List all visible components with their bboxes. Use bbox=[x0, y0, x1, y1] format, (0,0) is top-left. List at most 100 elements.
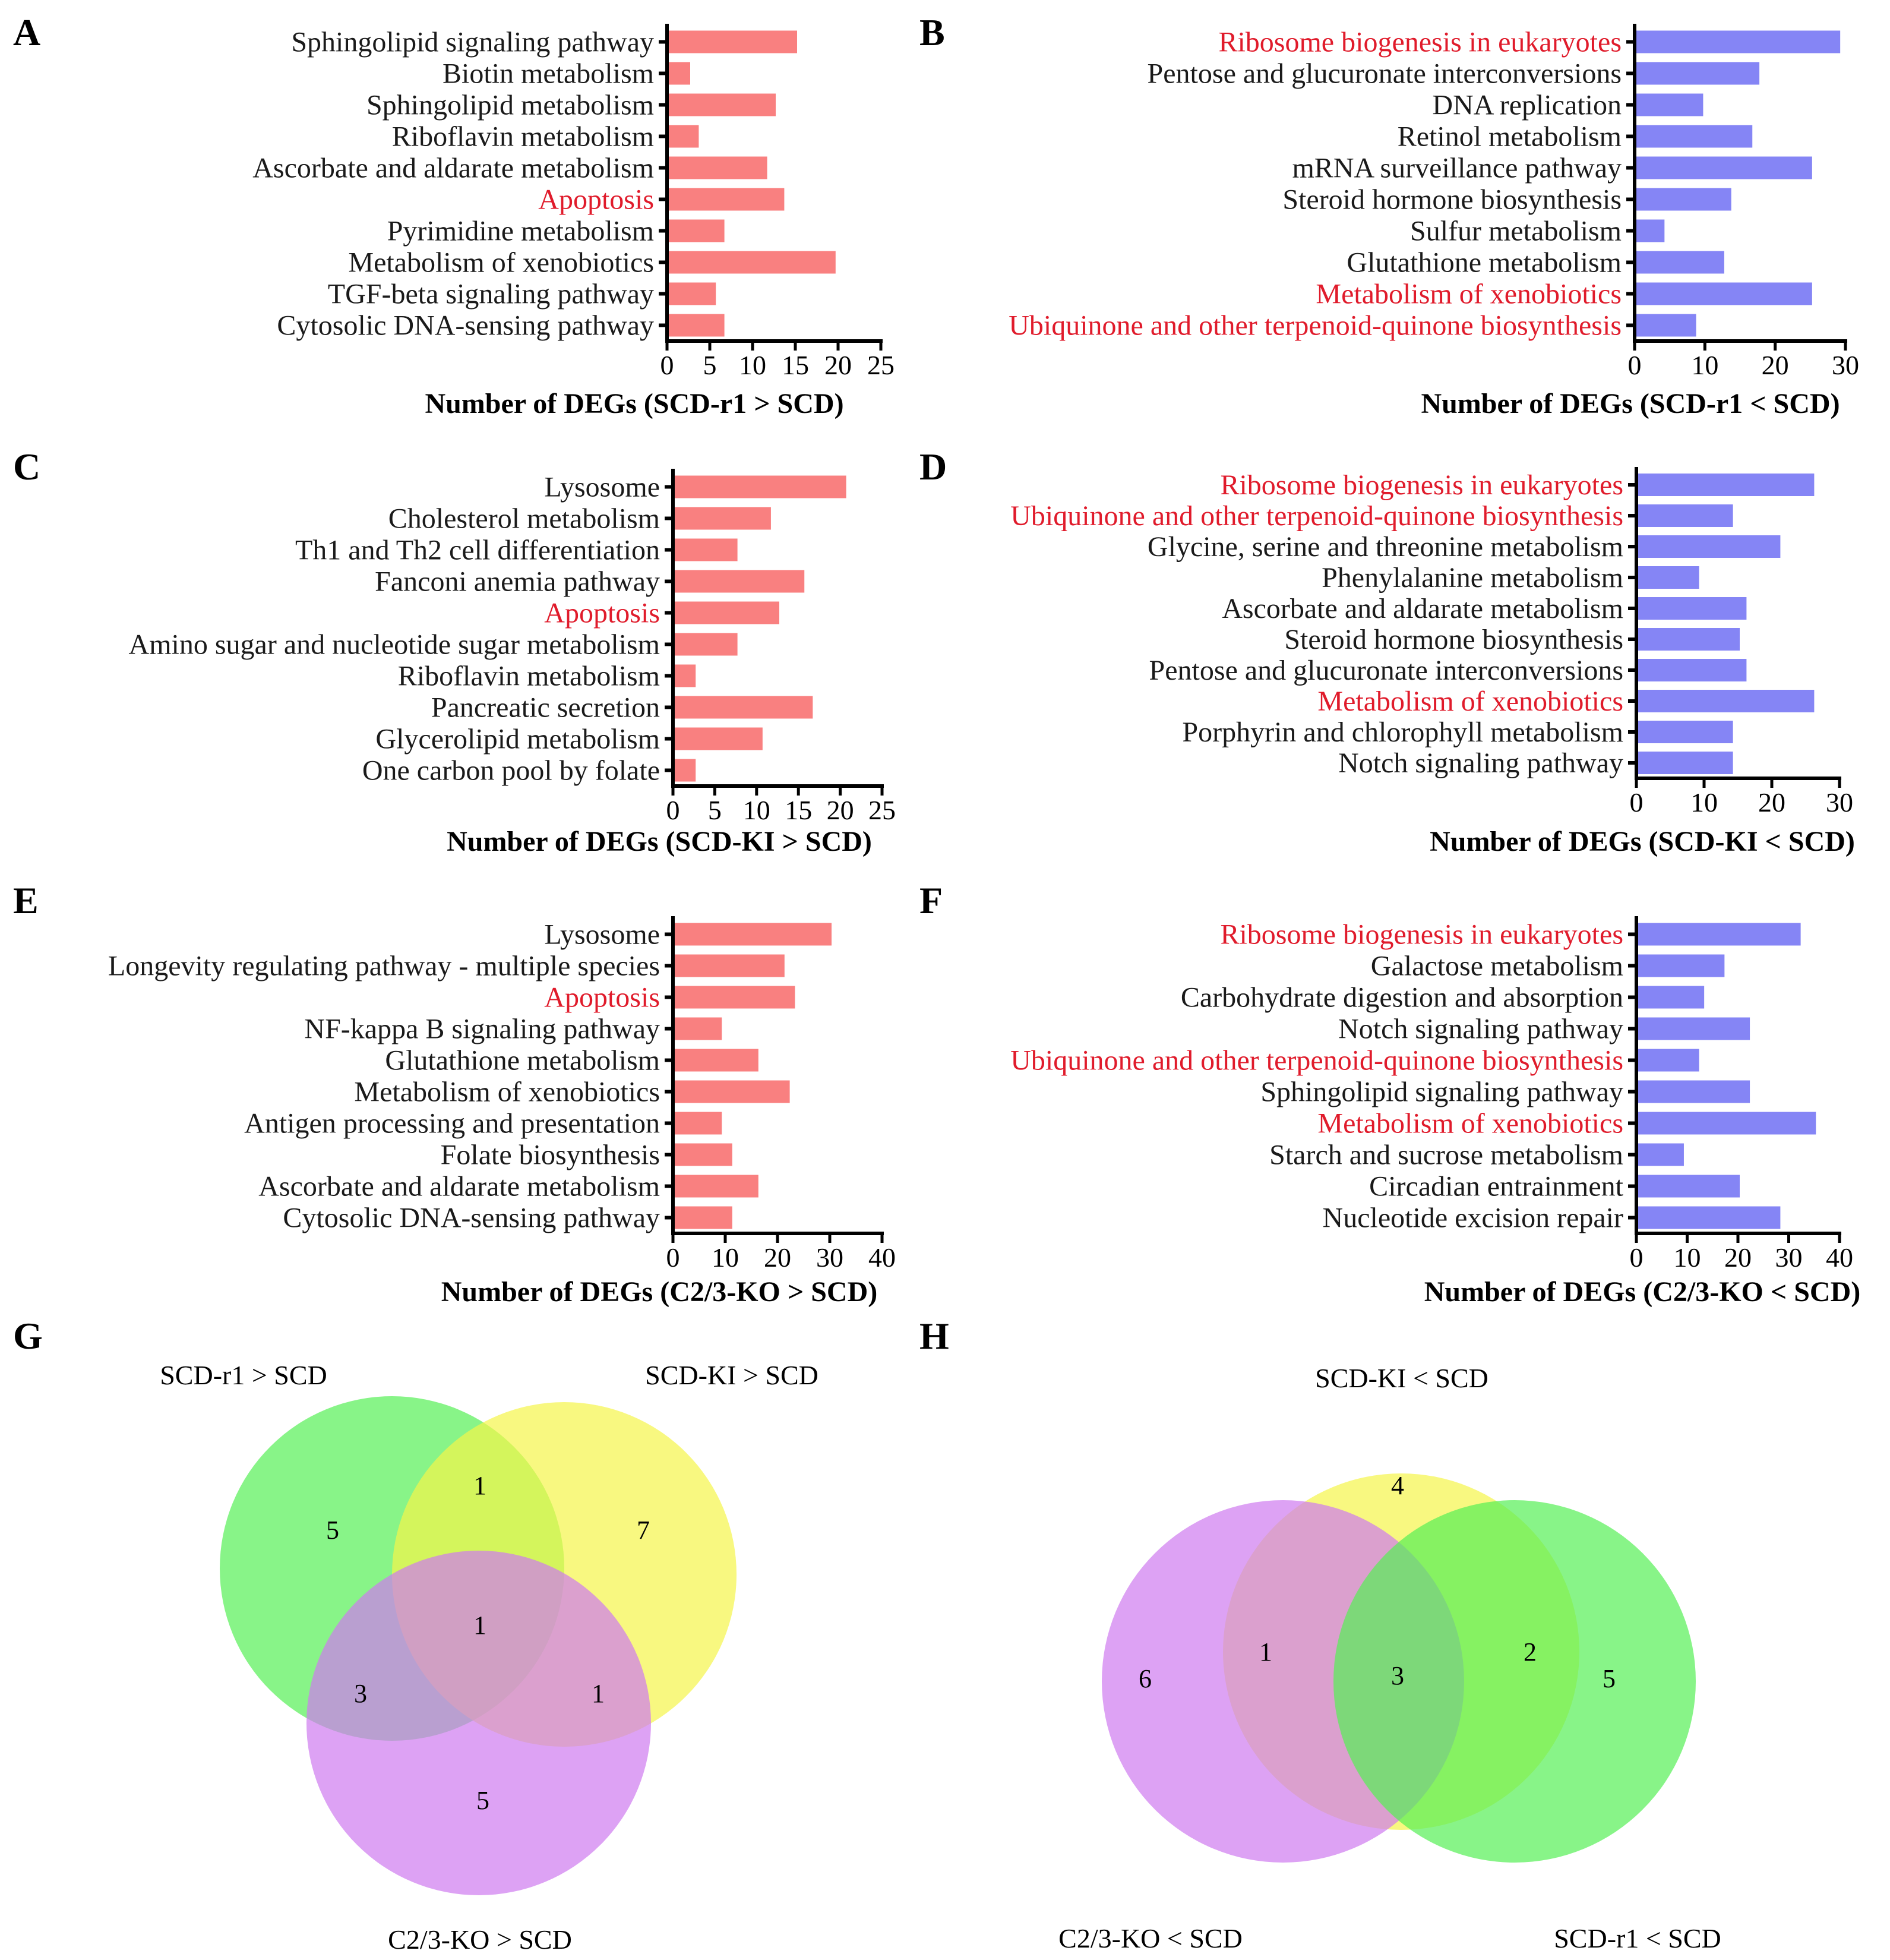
bar bbox=[1638, 1175, 1740, 1198]
panel-letter: C bbox=[13, 446, 40, 488]
venn-count: 6 bbox=[1139, 1664, 1152, 1693]
panel-letter: G bbox=[13, 1315, 43, 1357]
venn-count: 3 bbox=[354, 1679, 367, 1708]
category-label: Galactose metabolism bbox=[1371, 951, 1623, 982]
bar bbox=[675, 1206, 732, 1229]
bar bbox=[1638, 986, 1705, 1009]
x-tick-label: 40 bbox=[868, 1242, 896, 1273]
bar bbox=[675, 1175, 758, 1198]
category-label: Metabolism of xenobiotics bbox=[1316, 279, 1622, 310]
x-tick-label: 10 bbox=[1691, 350, 1718, 380]
category-label: Longevity regulating pathway - multiple … bbox=[108, 951, 660, 982]
category-label: Ubiquinone and other terpenoid-quinone b… bbox=[1010, 500, 1623, 532]
bar bbox=[669, 62, 690, 85]
bar bbox=[1636, 314, 1696, 337]
category-label: Biotin metabolism bbox=[443, 58, 654, 90]
bar bbox=[1636, 30, 1841, 53]
venn-count: 1 bbox=[1259, 1637, 1272, 1667]
panel-g: G SCD-r1 > SCD SCD-KI > SCD C2/3-KO > SCD 5 7… bbox=[13, 1315, 818, 1955]
venn-circle bbox=[1333, 1500, 1696, 1863]
category-label: Cholesterol metabolism bbox=[388, 503, 660, 535]
bar bbox=[1638, 1112, 1816, 1135]
x-tick-label: 25 bbox=[868, 795, 896, 825]
bar bbox=[1638, 1017, 1750, 1040]
category-label: Ribosome biogenesis in eukaryotes bbox=[1220, 469, 1623, 501]
bar bbox=[1638, 628, 1740, 651]
panel-h: H SCD-KI < SCD C2/3-KO < SCD SCD-r1 < SCD 4 6… bbox=[919, 1315, 1721, 1953]
category-label: Glutathione metabolism bbox=[1347, 247, 1622, 279]
x-tick-label: 0 bbox=[1630, 1242, 1644, 1273]
venn-count: 1 bbox=[473, 1471, 486, 1500]
category-label: mRNA surveillance pathway bbox=[1292, 153, 1622, 184]
category-label: Amino sugar and nucleotide sugar metabol… bbox=[129, 629, 660, 661]
category-label: Ubiquinone and other terpenoid-quinone b… bbox=[1010, 1045, 1623, 1077]
bar bbox=[1638, 1143, 1684, 1166]
category-label: Sphingolipid metabolism bbox=[366, 90, 654, 121]
x-tick-label: 20 bbox=[1758, 787, 1785, 818]
bar bbox=[1636, 62, 1760, 85]
venn-set-label: C2/3-KO < SCD bbox=[1058, 1923, 1243, 1953]
x-axis-label: Number of DEGs (SCD-KI < SCD) bbox=[1430, 826, 1855, 857]
x-tick-label: 0 bbox=[666, 1242, 680, 1273]
x-tick-label: 40 bbox=[1826, 1242, 1853, 1273]
x-tick-label: 10 bbox=[1674, 1242, 1701, 1273]
bar bbox=[675, 696, 813, 719]
category-label: Sphingolipid signaling pathway bbox=[291, 27, 654, 58]
category-label: Riboflavin metabolism bbox=[392, 121, 654, 153]
category-label: Cytosolic DNA-sensing pathway bbox=[283, 1202, 660, 1234]
bar bbox=[675, 475, 846, 498]
bar bbox=[675, 664, 696, 687]
category-label: Ascorbate and aldarate metabolism bbox=[258, 1171, 660, 1202]
venn-set-label: SCD-KI > SCD bbox=[645, 1360, 818, 1390]
category-label: Ribosome biogenesis in eukaryotes bbox=[1220, 919, 1623, 951]
category-label: Apoptosis bbox=[544, 982, 660, 1014]
panel-letter: E bbox=[13, 879, 39, 921]
x-tick-label: 20 bbox=[827, 795, 854, 825]
category-label: DNA replication bbox=[1432, 90, 1622, 121]
x-tick-label: 20 bbox=[824, 350, 852, 380]
bar bbox=[1638, 954, 1725, 977]
bar bbox=[1638, 690, 1815, 712]
venn-count: 1 bbox=[473, 1611, 486, 1640]
bar bbox=[1636, 282, 1812, 305]
x-tick-label: 10 bbox=[743, 795, 770, 825]
x-axis-label: Number of DEGs (C2/3-KO > SCD) bbox=[441, 1276, 877, 1308]
x-tick-label: 0 bbox=[1628, 350, 1642, 380]
category-label: Antigen processing and presentation bbox=[244, 1108, 660, 1140]
bar bbox=[675, 1143, 732, 1166]
category-label: Notch signaling pathway bbox=[1338, 1014, 1623, 1045]
category-label: Notch signaling pathway bbox=[1338, 747, 1623, 779]
bar bbox=[1636, 156, 1812, 179]
x-tick-label: 20 bbox=[1724, 1242, 1752, 1273]
category-label: Pancreatic secretion bbox=[431, 692, 660, 724]
x-tick-label: 10 bbox=[712, 1242, 739, 1273]
category-label: Pyrimidine metabolism bbox=[387, 216, 654, 247]
bar bbox=[1636, 219, 1665, 242]
category-label: Steroid hormone biosynthesis bbox=[1284, 624, 1623, 655]
category-label: Steroid hormone biosynthesis bbox=[1282, 184, 1622, 216]
venn-count: 5 bbox=[326, 1516, 339, 1545]
category-label: Metabolism of xenobiotics bbox=[354, 1077, 660, 1108]
x-tick-label: 0 bbox=[660, 350, 674, 380]
bar bbox=[1638, 1049, 1699, 1072]
category-label: Porphyrin and chlorophyll metabolism bbox=[1182, 717, 1623, 748]
bar bbox=[675, 923, 832, 946]
x-tick-label: 30 bbox=[1826, 787, 1853, 818]
category-label: Circadian entrainment bbox=[1369, 1171, 1623, 1202]
category-label: TGF-beta signaling pathway bbox=[328, 279, 654, 310]
category-label: Metabolism of xenobiotics bbox=[1317, 686, 1623, 717]
panel-letter: B bbox=[919, 11, 945, 53]
bar bbox=[1638, 923, 1801, 946]
bar bbox=[669, 314, 725, 337]
bar bbox=[1638, 597, 1747, 620]
bar bbox=[1636, 125, 1753, 148]
bar bbox=[675, 986, 795, 1009]
venn-count: 4 bbox=[1391, 1471, 1404, 1500]
category-label: Ascorbate and aldarate metabolism bbox=[252, 153, 654, 184]
x-tick-label: 20 bbox=[764, 1242, 791, 1273]
bar bbox=[669, 156, 767, 179]
venn-circle bbox=[306, 1551, 651, 1895]
bar bbox=[669, 219, 725, 242]
